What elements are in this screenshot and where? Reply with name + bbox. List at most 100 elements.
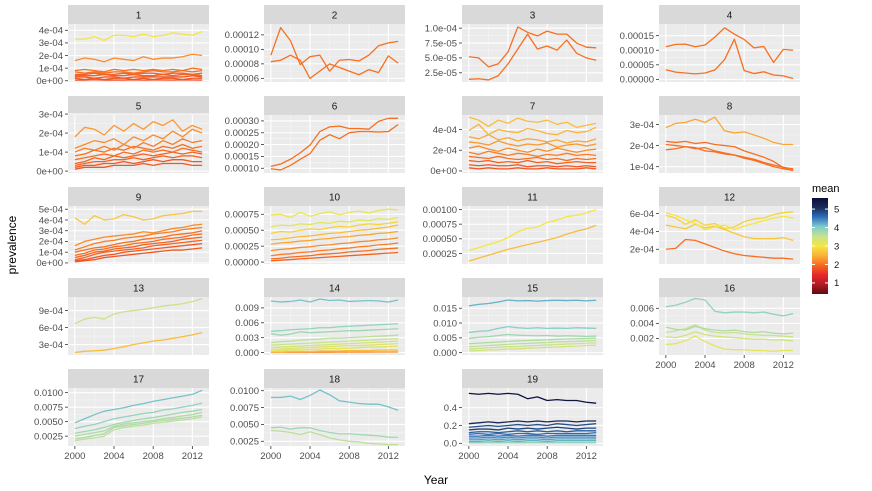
facet-strip bbox=[68, 369, 209, 388]
series-lines bbox=[270, 208, 399, 262]
series-line-14-9 bbox=[270, 349, 399, 353]
gridlines bbox=[462, 115, 603, 173]
y-tick-label: 0.0100 bbox=[34, 388, 63, 399]
x-tick-label: 2012 bbox=[773, 360, 794, 371]
series-line-18-1 bbox=[270, 389, 399, 411]
series-line-3-1 bbox=[468, 26, 597, 68]
series-line-9-8 bbox=[74, 242, 203, 262]
facet-strip-label: 4 bbox=[727, 11, 733, 22]
series-line-10-3 bbox=[270, 221, 399, 235]
facet-strip-label: 7 bbox=[530, 102, 536, 113]
series-line-16-4 bbox=[665, 330, 794, 342]
series-lines bbox=[74, 30, 203, 81]
series-line-19-5 bbox=[468, 430, 597, 434]
series-line-12-4 bbox=[665, 238, 794, 260]
series-line-8-1 bbox=[665, 116, 794, 146]
panel-background bbox=[68, 115, 209, 173]
series-line-4-1 bbox=[665, 27, 794, 64]
series-line-16-2 bbox=[665, 325, 794, 335]
series-line-4-2 bbox=[665, 38, 794, 80]
series-lines bbox=[74, 389, 203, 442]
x-tick-label: 2004 bbox=[299, 451, 320, 462]
y-tick-label: 4e-04 bbox=[433, 125, 457, 136]
series-line-15-1 bbox=[468, 299, 597, 307]
y-tick-label: 0.0050 bbox=[230, 420, 259, 431]
facet-panels: 10e+001e-042e-043e-044e-0420.000060.0000… bbox=[34, 5, 800, 462]
legend-ticks: 1 2 3 4 5 bbox=[812, 204, 839, 289]
series-line-12-3 bbox=[665, 223, 794, 241]
facet-strip-label: 15 bbox=[527, 284, 539, 295]
y-tick-label: 3e-04 bbox=[39, 109, 63, 120]
x-tick-label: 2008 bbox=[143, 451, 164, 462]
y-tick-label: 2e-04 bbox=[630, 141, 654, 152]
y-tick-label: 0.003 bbox=[235, 333, 259, 344]
series-line-5-9 bbox=[74, 162, 203, 170]
series-line-11-2 bbox=[468, 224, 597, 262]
facet-strip-label: 18 bbox=[329, 375, 341, 386]
series-line-19-6 bbox=[468, 431, 597, 436]
facet-strip-label: 17 bbox=[133, 375, 145, 386]
y-tick-label: 0.00100 bbox=[423, 205, 457, 216]
series-line-5-2 bbox=[74, 128, 203, 149]
facet-strip bbox=[264, 187, 405, 206]
facet-8: 8 1e-04 2e-04 3e-04 bbox=[630, 96, 800, 173]
facet-strip bbox=[264, 96, 405, 115]
y-tick-label: 0.00030 bbox=[225, 116, 259, 127]
y-tick-label: 6e-04 bbox=[39, 323, 63, 334]
series-line-14-8 bbox=[270, 345, 399, 352]
x-tick-label: 2000 bbox=[260, 451, 281, 462]
series-line-6-2 bbox=[270, 123, 399, 171]
series-lines bbox=[665, 297, 794, 352]
y-tick-label: 0e+00 bbox=[430, 166, 457, 177]
series-line-7-10 bbox=[468, 167, 597, 170]
facet-strip-label: 6 bbox=[332, 102, 338, 113]
y-tick-label: 0.00005 bbox=[620, 60, 654, 71]
series-line-9-4 bbox=[74, 230, 203, 253]
legend-tick-label: 2 bbox=[834, 260, 839, 271]
y-tick-label: 0.00008 bbox=[225, 59, 259, 70]
series-line-10-1 bbox=[270, 208, 399, 219]
x-tick-label: 2008 bbox=[537, 451, 558, 462]
series-line-5-7 bbox=[74, 155, 203, 167]
series-line-15-5 bbox=[468, 339, 597, 348]
facet-5: 5 0e+00 1e-04 2e-04 3e-04 bbox=[36, 96, 209, 177]
series-line-19-9 bbox=[468, 438, 597, 441]
series-lines bbox=[468, 26, 597, 81]
y-tick-label: 0.002 bbox=[630, 334, 654, 345]
series-line-1-1 bbox=[74, 30, 203, 42]
y-tick-label: 0.0025 bbox=[34, 431, 63, 442]
facet-strip-label: 12 bbox=[724, 193, 736, 204]
y-tick-label: 0.015 bbox=[433, 304, 457, 315]
y-tick-label: 0.00000 bbox=[620, 75, 654, 86]
facet-strip bbox=[659, 187, 800, 206]
panel-background bbox=[659, 206, 800, 264]
series-line-7-1 bbox=[468, 116, 597, 129]
facet-strip-label: 1 bbox=[136, 11, 142, 22]
facet-strip-label: 14 bbox=[329, 284, 341, 295]
series-line-13-1 bbox=[74, 298, 203, 325]
y-tick-label: 5e-04 bbox=[39, 205, 63, 216]
series-lines bbox=[468, 116, 597, 170]
legend-title: mean bbox=[812, 183, 840, 195]
y-tick-label: 4e-04 bbox=[630, 227, 654, 238]
series-line-5-3 bbox=[74, 138, 203, 153]
y-tick-label: 0.006 bbox=[235, 318, 259, 329]
gridlines bbox=[462, 206, 603, 264]
y-tick-label: 2.5e-05 bbox=[425, 68, 457, 79]
y-tick-label: 0.0075 bbox=[34, 402, 63, 413]
series-line-19-4 bbox=[468, 426, 597, 431]
facet-strip bbox=[462, 187, 603, 206]
facet-14: 14 0.000 0.003 0.006 0.009 bbox=[235, 278, 405, 359]
y-tick-label: 0e+00 bbox=[36, 76, 63, 87]
series-line-14-3 bbox=[270, 328, 399, 336]
series-line-10-7 bbox=[270, 242, 399, 257]
y-tick-label: 0.0 bbox=[444, 439, 457, 450]
y-tick-label: 0.0025 bbox=[230, 437, 259, 448]
facet-strip bbox=[68, 278, 209, 297]
x-tick-label: 2000 bbox=[458, 451, 479, 462]
series-line-9-2 bbox=[74, 223, 203, 247]
series-line-14-5 bbox=[270, 337, 399, 346]
facet-19: 19 0.0 0.2 0.4 2000 2004 2008 2012 bbox=[444, 369, 603, 462]
series-lines bbox=[468, 392, 597, 444]
